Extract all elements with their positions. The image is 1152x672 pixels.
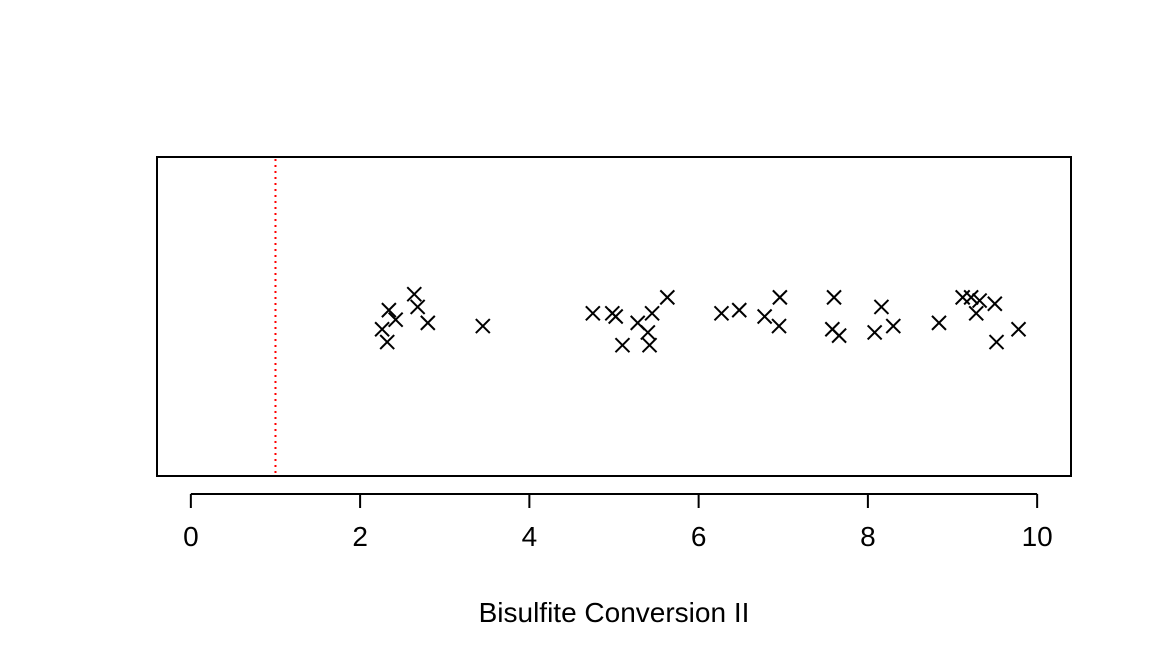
data-point-stroke xyxy=(831,327,847,344)
data-point xyxy=(885,318,901,334)
data-point-stroke xyxy=(968,305,984,322)
data-point-stroke xyxy=(713,305,730,322)
x-axis: 0 2 4 6 8 10 xyxy=(183,493,1053,552)
data-point-stroke xyxy=(988,334,1005,350)
data-point-stroke xyxy=(963,289,979,306)
data-point-stroke xyxy=(475,318,491,334)
data-point-stroke xyxy=(420,315,436,331)
data-point-stroke xyxy=(756,308,773,325)
data-point-stroke xyxy=(772,289,788,306)
data-point xyxy=(659,289,676,306)
x-tick-label: 8 xyxy=(860,521,876,552)
x-tick-label: 10 xyxy=(1022,521,1053,552)
x-axis-title: Bisulfite Conversion II xyxy=(479,597,750,628)
data-point xyxy=(420,315,436,331)
x-tick-label: 0 xyxy=(183,521,199,552)
data-point xyxy=(771,318,787,334)
data-point-stroke xyxy=(629,315,646,331)
data-point xyxy=(731,302,747,318)
data-point xyxy=(831,327,847,344)
data-point-stroke xyxy=(641,337,658,353)
data-point-stroke xyxy=(987,296,1003,312)
data-point xyxy=(931,315,947,331)
data-point xyxy=(1010,321,1027,337)
x-tick-label: 2 xyxy=(352,521,368,552)
data-point-stroke xyxy=(771,318,787,334)
data-point-stroke xyxy=(387,311,404,328)
data-point xyxy=(873,299,890,315)
data-point xyxy=(963,289,979,306)
data-point xyxy=(772,289,788,306)
data-point xyxy=(409,299,426,315)
data-point-stroke xyxy=(640,324,656,341)
data-point-stroke xyxy=(826,289,842,306)
data-point xyxy=(585,305,601,322)
data-point-stroke xyxy=(379,334,395,350)
data-point xyxy=(641,337,658,353)
data-point-stroke xyxy=(381,302,397,318)
data-point-stroke xyxy=(885,318,901,334)
data-point xyxy=(971,292,988,309)
data-point xyxy=(475,318,491,334)
data-point-stroke xyxy=(866,324,883,341)
data-point-stroke xyxy=(374,321,390,337)
data-point-stroke xyxy=(971,292,988,309)
data-point xyxy=(374,321,390,337)
data-point xyxy=(987,296,1003,312)
data-point xyxy=(866,324,883,341)
data-point xyxy=(988,334,1005,350)
x-tick-label: 6 xyxy=(691,521,707,552)
data-point-stroke xyxy=(585,305,601,322)
data-point xyxy=(387,311,404,328)
data-point-stroke xyxy=(406,286,422,302)
data-point-stroke xyxy=(659,289,676,306)
data-point-stroke xyxy=(614,337,631,353)
x-tick-label: 4 xyxy=(522,521,538,552)
data-point xyxy=(968,305,984,322)
data-point xyxy=(379,334,395,350)
data-point-stroke xyxy=(1010,321,1027,337)
data-point xyxy=(607,308,624,325)
data-point-stroke xyxy=(931,315,947,331)
data-point-stroke xyxy=(607,308,624,325)
data-point xyxy=(756,308,773,325)
data-point xyxy=(381,302,397,318)
plot-frame xyxy=(156,156,1072,477)
data-point xyxy=(406,286,422,302)
data-point-stroke xyxy=(873,299,890,315)
data-point-stroke xyxy=(644,305,660,322)
data-point xyxy=(713,305,730,322)
points-layer xyxy=(374,286,1027,353)
data-point xyxy=(826,289,842,306)
data-point xyxy=(614,337,631,353)
data-point-stroke xyxy=(409,299,426,315)
data-point xyxy=(640,324,656,341)
data-point-stroke xyxy=(731,302,747,318)
data-point xyxy=(644,305,660,322)
